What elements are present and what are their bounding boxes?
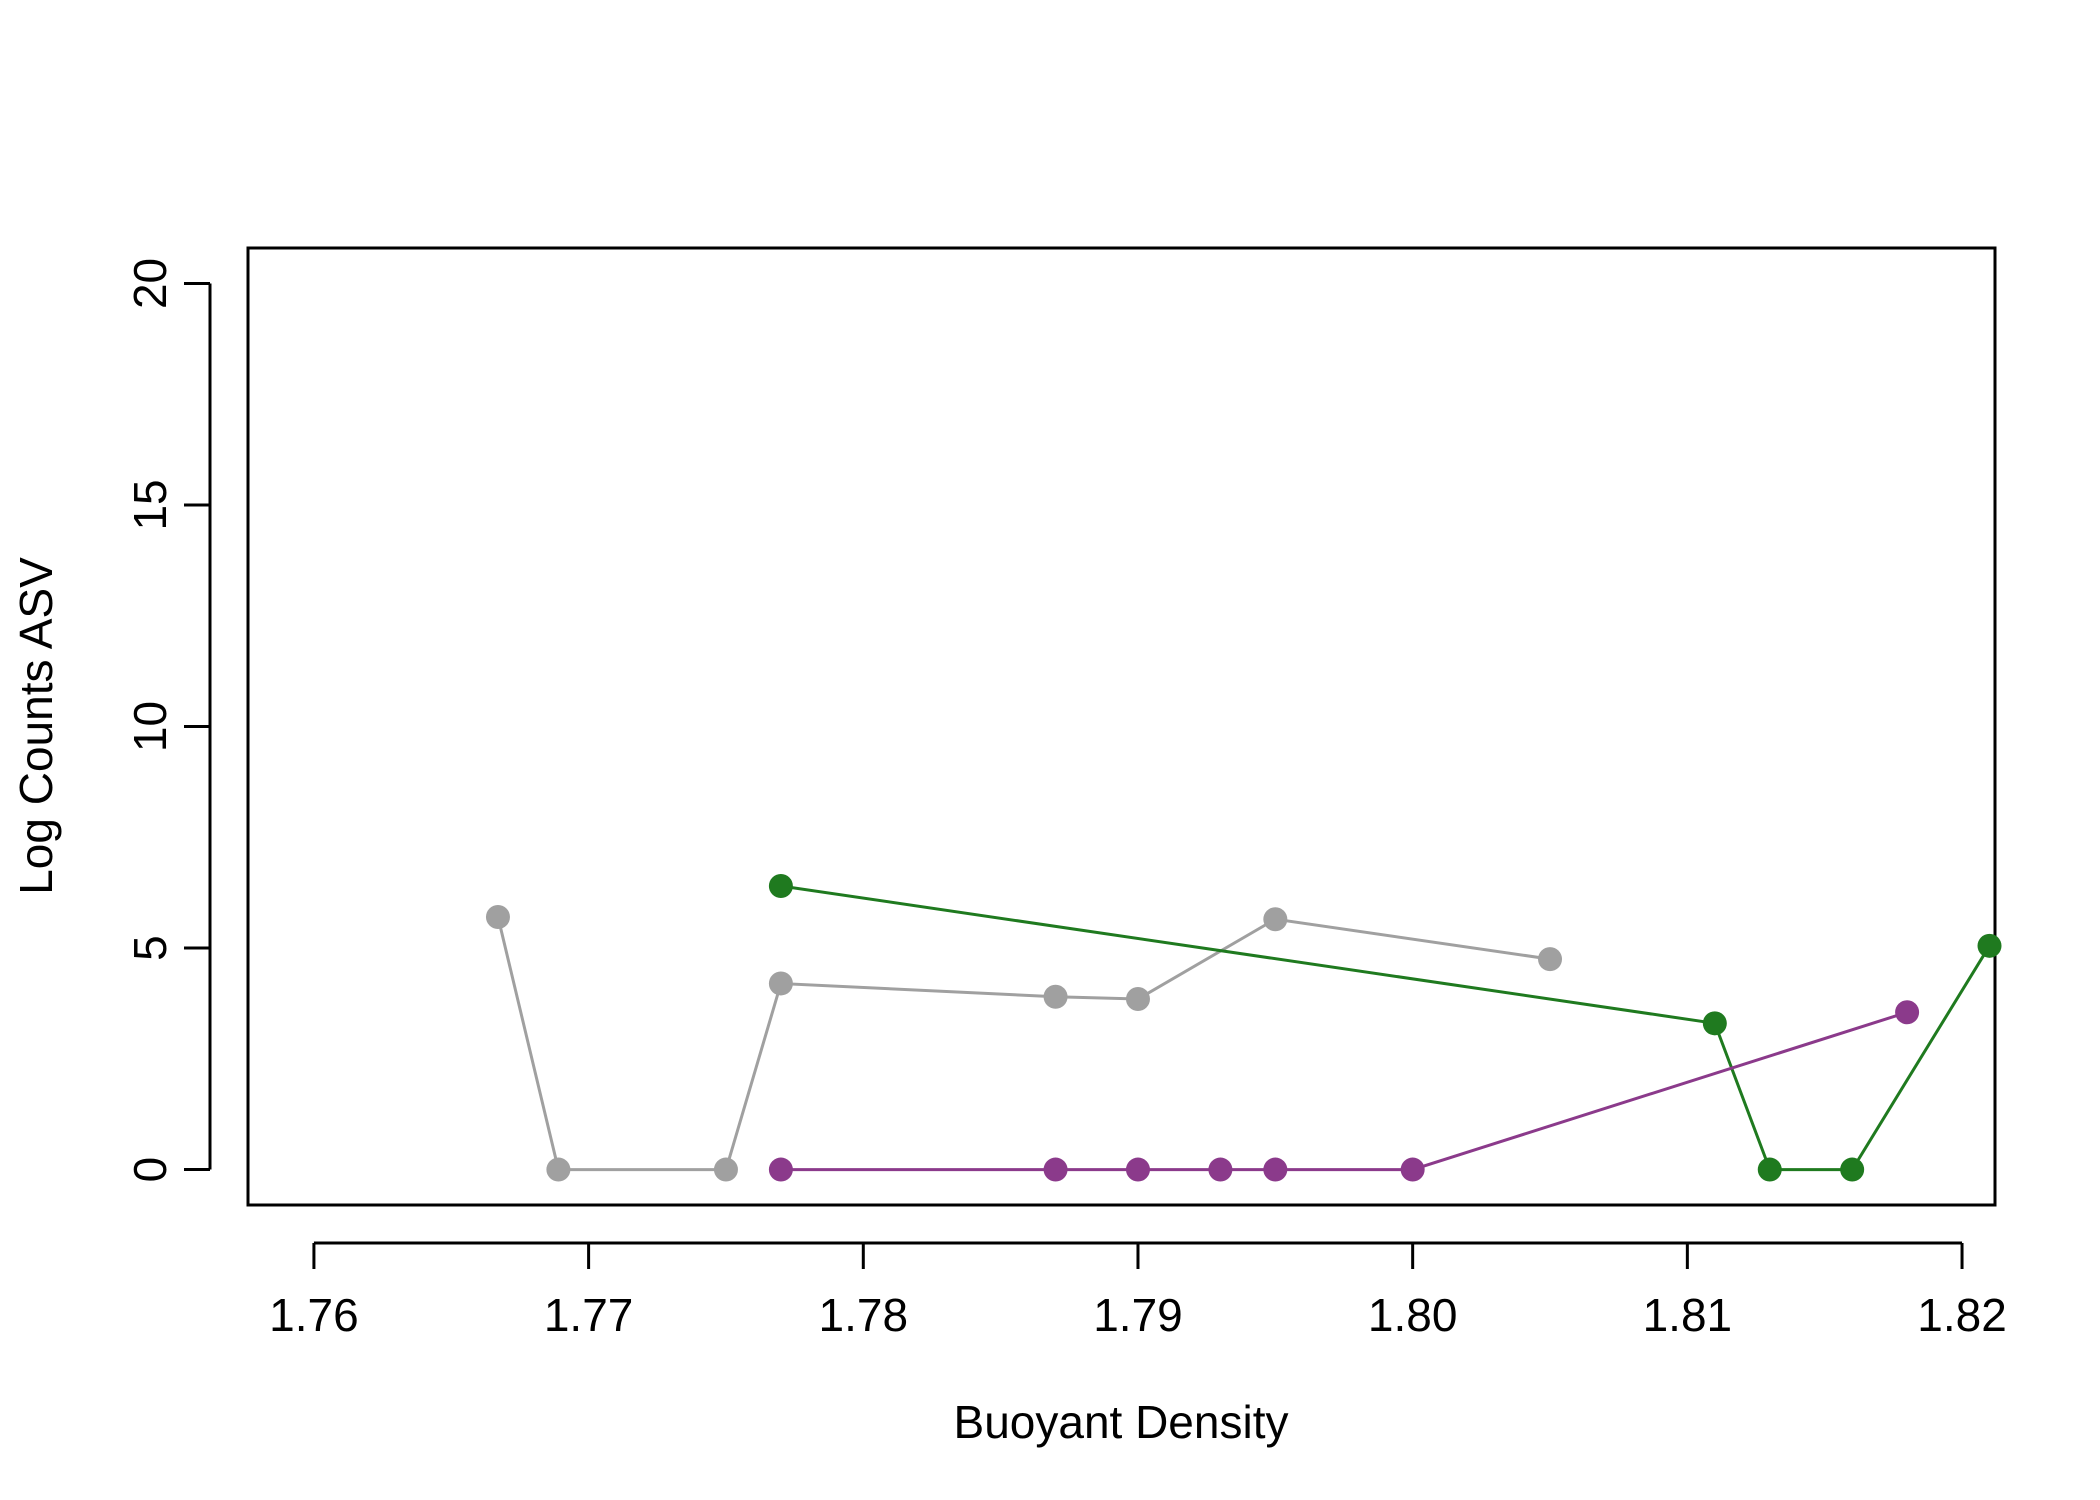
y-tick-label: 10 (124, 701, 176, 752)
x-tick-label: 1.78 (819, 1289, 909, 1341)
data-point (768, 971, 793, 996)
x-tick-label: 1.79 (1093, 1289, 1183, 1341)
x-tick-label: 1.81 (1643, 1289, 1733, 1341)
data-point (1977, 933, 2002, 958)
data-point (1125, 1157, 1150, 1182)
data-point (1125, 986, 1150, 1011)
series-line (780, 884, 1991, 1172)
data-point (1263, 1157, 1288, 1182)
series-layer (485, 874, 2002, 1182)
x-tick-label: 1.76 (269, 1289, 359, 1341)
y-tick-label: 15 (124, 479, 176, 530)
y-tick-label: 20 (124, 258, 176, 309)
data-point (713, 1157, 738, 1182)
y-tick-label: 0 (124, 1157, 176, 1183)
data-point (1208, 1157, 1233, 1182)
x-axis-label: Buoyant Density (954, 1396, 1289, 1448)
data-point (1702, 1011, 1727, 1036)
data-point (1895, 1000, 1920, 1025)
y-axis: 0 5 10 15 20 (124, 258, 212, 1183)
x-tick-label: 1.77 (544, 1289, 634, 1341)
data-point (1757, 1157, 1782, 1182)
data-point (1043, 984, 1068, 1009)
series-1 (485, 905, 1563, 1182)
y-axis-label: Log Counts ASV (10, 557, 62, 895)
x-tick-label: 1.80 (1368, 1289, 1458, 1341)
x-axis: 1.76 1.77 1.78 1.79 1.80 1.81 1.82 (269, 1241, 2007, 1341)
plot-frame (246, 246, 1997, 1207)
data-point (768, 874, 793, 898)
data-point (1538, 947, 1563, 972)
data-point (1043, 1157, 1068, 1182)
data-point (546, 1157, 571, 1182)
y-tick-label: 5 (124, 935, 176, 961)
series-2 (768, 874, 2002, 1182)
data-point (768, 1157, 793, 1182)
data-point (1840, 1157, 1865, 1182)
data-point (485, 905, 510, 930)
series-line (780, 1010, 1908, 1172)
data-point (1263, 907, 1288, 932)
x-tick-label: 1.82 (1917, 1289, 2007, 1341)
data-point (1400, 1157, 1425, 1182)
series-3 (768, 1000, 1920, 1182)
series-line (496, 916, 1551, 1172)
